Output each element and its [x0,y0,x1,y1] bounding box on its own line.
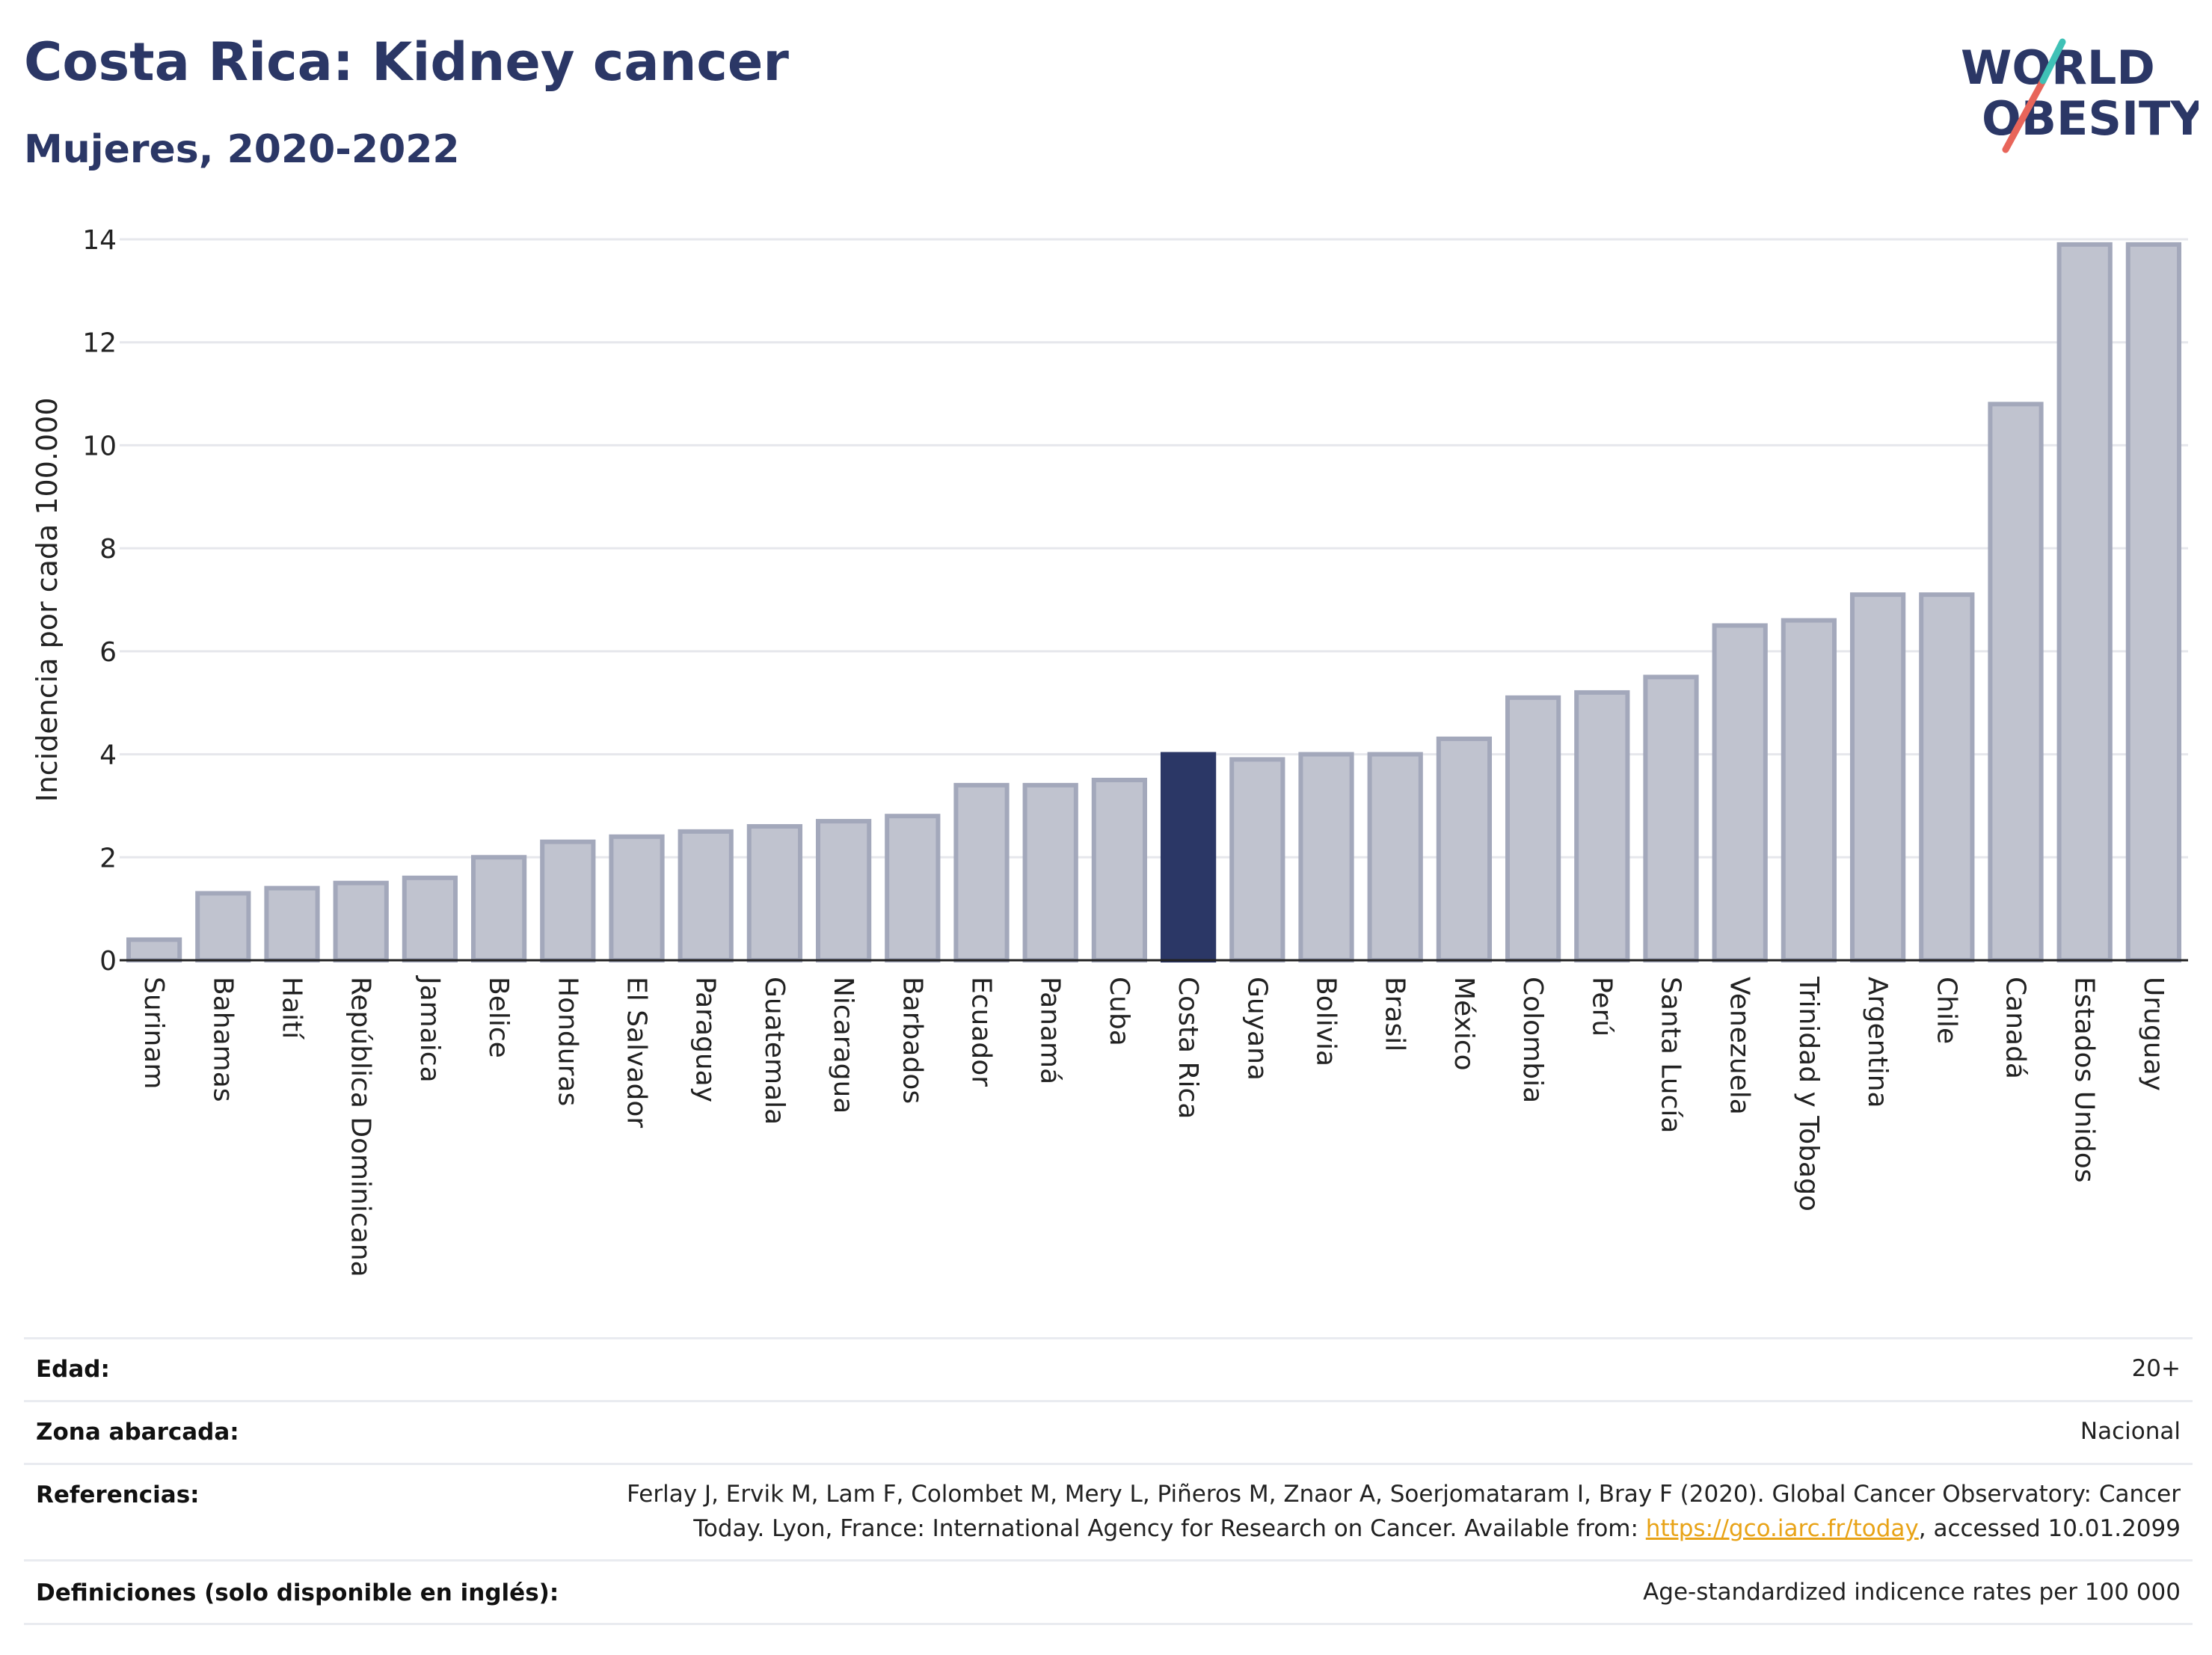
x-tick-label: Bahamas [207,977,238,1102]
x-tick-label: Cuba [1104,977,1134,1046]
info-row-definitions: Definiciones (solo disponible en inglés)… [24,1559,2193,1625]
bar [1574,690,1630,962]
references-line-2-text: Today. Lyon, France: International Agenc… [693,1515,1646,1542]
x-tick-label: Estados Unidos [2069,977,2100,1183]
x-tick-label: Guatemala [759,977,790,1125]
zone-value: Nacional [2080,1418,2181,1445]
age-label: Edad: [36,1356,110,1383]
x-tick-label: Costa Rica [1173,977,1203,1119]
zone-label: Zona abarcada: [36,1419,239,1446]
bar [885,814,941,962]
y-tick-label: 8 [99,534,117,565]
bar [746,823,803,962]
bar [540,839,596,962]
references-line-2: Today. Lyon, France: International Agenc… [627,1511,2181,1546]
bar [402,875,458,963]
bar [1367,752,1423,962]
x-tick-label: Jamaica [414,975,445,1083]
y-tick-label: 12 [82,328,117,359]
bar [609,834,665,962]
x-tick-label: Belice [483,977,514,1058]
info-row-references: Referencias: Ferlay J, Ervik M, Lam F, C… [24,1463,2193,1559]
definitions-label: Definiciones (solo disponible en inglés)… [36,1579,559,1606]
bar [195,891,251,962]
y-tick-label: 10 [82,431,117,461]
chart-title: Costa Rica: Kidney cancer [24,31,789,93]
x-tick-label: Canadá [2000,977,2031,1079]
x-tick-label: Panamá [1035,977,1066,1084]
age-value: 20+ [2131,1355,2181,1382]
x-tick-label: Santa Lucía [1656,977,1686,1133]
references-line-1: Ferlay J, Ervik M, Lam F, Colombet M, Me… [627,1481,2181,1508]
x-tick-label: México [1448,977,1479,1071]
x-tick-label: Uruguay [2138,977,2169,1091]
x-tick-label: República Dominicana [345,977,376,1277]
y-tick-label: 4 [99,740,117,771]
definitions-value: Age-standardized indicence rates per 100… [1643,1579,2181,1606]
x-tick-label: Nicaragua [828,977,858,1114]
bar [1091,778,1148,962]
x-tick-label: Venezuela [1724,977,1755,1115]
bar [470,855,527,963]
x-tick-label: Trinidad y Tobago [1793,976,1824,1212]
logo-slash-teal [2039,38,2066,85]
bar [1436,736,1493,963]
x-tick-label: Perú [1586,977,1617,1037]
info-row-age: Edad: 20+ [24,1337,2193,1400]
bar [1505,695,1561,962]
y-tick-label: 0 [99,946,117,977]
x-tick-label: Barbados [897,977,927,1104]
bar [1988,402,2044,962]
logo-slash-red [2002,77,2047,153]
y-axis-label: Incidencia por cada 100.000 [31,397,64,802]
bar [953,782,1010,963]
bar [126,937,182,963]
x-tick-label: Honduras [552,977,583,1106]
x-tick-label: El Salvador [621,977,652,1128]
bar [2056,242,2113,962]
x-tick-label: Guyana [1241,977,1272,1081]
bar-chart: 0 2 4 6 8 10 12 14 Surinam Bahamas Haití República… [31,225,2188,1277]
y-tick-label: 6 [99,637,117,668]
bar [678,829,734,963]
references-line-2-suffix: , accessed 10.01.2099 [1918,1515,2181,1542]
bar [1712,623,1768,963]
bar [1229,757,1285,962]
x-tick-label: Haití [277,977,307,1040]
x-tick-label: Chile [1931,977,1961,1044]
x-tick-label: Bolivia [1311,977,1342,1066]
x-axis: Surinam Bahamas Haití República Dominicana J… [120,959,2188,1277]
logo-line2: OBESITY [1982,91,2199,146]
x-tick-label: Ecuador [966,977,997,1087]
chart-subtitle: Mujeres, 2020-2022 [24,127,460,172]
bar [1919,592,1975,962]
x-tick-label: Argentina [1862,977,1893,1108]
info-row-zone: Zona abarcada: Nacional [24,1400,2193,1463]
x-tick-label: Paraguay [690,977,721,1102]
y-tick-label: 14 [82,225,117,256]
bar [1781,618,1837,962]
bar [333,880,389,962]
bar [2125,242,2182,962]
bar [1643,675,1699,962]
x-tick-label: Colombia [1517,977,1548,1103]
y-axis: 0 2 4 6 8 10 12 14 [82,225,117,977]
bar [815,819,872,962]
bar [1298,752,1354,962]
y-tick-label: 2 [99,843,117,873]
bar-highlight [1160,752,1217,962]
bars [126,242,2182,963]
bar [264,885,320,962]
bar [1849,592,1906,962]
info-table: Edad: 20+ Zona abarcada: Nacional Refere… [24,1337,2193,1625]
references-link[interactable]: https://gco.iarc.fr/today [1645,1515,1919,1542]
bar [1022,782,1078,963]
x-tick-label: Brasil [1380,977,1410,1051]
world-obesity-logo: WORLD OBESITY [1961,38,2199,153]
references-label: Referencias: [36,1481,200,1508]
x-tick-label: Surinam [138,977,169,1089]
references-value: Ferlay J, Ervik M, Lam F, Colombet M, Me… [627,1477,2181,1546]
